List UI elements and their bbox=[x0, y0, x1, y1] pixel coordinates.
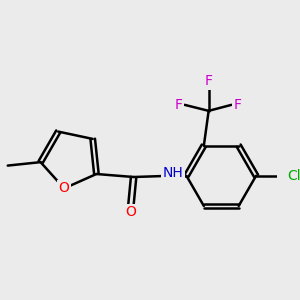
Text: NH: NH bbox=[162, 166, 183, 180]
Text: F: F bbox=[205, 74, 213, 88]
Text: O: O bbox=[59, 182, 70, 195]
Text: Cl: Cl bbox=[288, 169, 300, 183]
Text: F: F bbox=[175, 98, 183, 112]
Text: F: F bbox=[233, 98, 242, 112]
Text: O: O bbox=[125, 206, 136, 219]
